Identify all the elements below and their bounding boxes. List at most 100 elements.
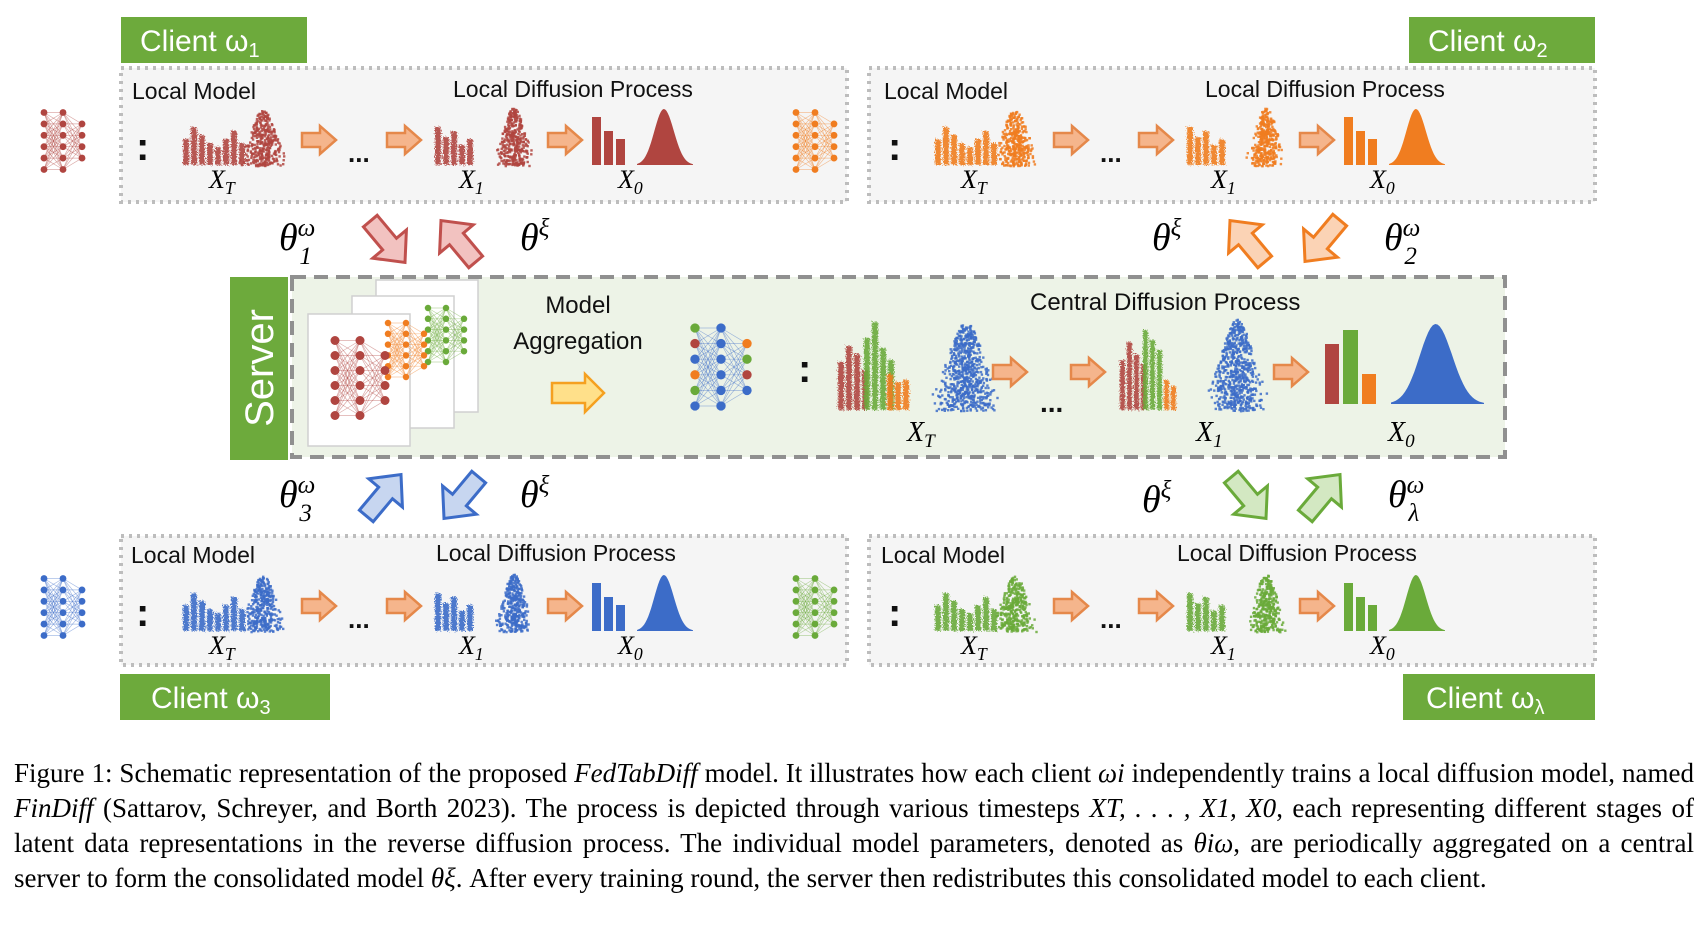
step-arrow — [1137, 589, 1175, 623]
svg-text:Client ω1: Client ω1 — [140, 25, 260, 62]
neural-network-icon — [40, 575, 86, 639]
step-arrow — [385, 123, 423, 157]
bell-curve — [1389, 109, 1445, 165]
noise-cloud — [243, 575, 285, 634]
histogram-bars — [1343, 330, 1358, 404]
arrow-to-client — [1222, 469, 1270, 521]
theta-label-client4: θω λ — [1388, 472, 1424, 527]
step-arrow — [300, 589, 338, 623]
local-process-label-4: Local Diffusion Process — [1177, 540, 1417, 566]
noise-cloud — [1249, 574, 1287, 634]
client-1-label: Client ω1 — [121, 17, 307, 63]
ellipsis: ... — [1100, 604, 1122, 634]
arrow-from-server — [440, 469, 488, 521]
step-arrow — [1272, 355, 1310, 389]
bell-curve — [637, 109, 693, 165]
theta-xi-client4: θξ — [1142, 477, 1172, 521]
noisy-bars — [435, 593, 473, 631]
client-2-panel — [867, 66, 1597, 204]
ellipsis: ... — [1100, 138, 1122, 168]
client-3-label: Client ω3 — [120, 674, 330, 720]
neural-network-icon — [384, 319, 428, 381]
timesteps: XT, . . . , X1, X0 — [1089, 793, 1277, 823]
noisy-bars — [1187, 593, 1225, 631]
local-process-label-3: Local Diffusion Process — [436, 540, 676, 566]
histogram-bars — [1344, 117, 1377, 165]
model-name: FedTabDiff — [574, 758, 698, 788]
noisy-bars — [183, 127, 245, 165]
svg-text:Client ω2: Client ω2 — [1428, 25, 1548, 62]
ellipsis: ... — [1040, 387, 1063, 418]
timestep-label: X1 — [1210, 631, 1236, 664]
histogram-bars — [1362, 374, 1376, 404]
svg-text:Server: Server — [238, 309, 282, 427]
timestep-label: X1 — [1195, 417, 1223, 452]
noisy-bars — [183, 593, 245, 631]
theta-xi-client3: θξ — [520, 472, 550, 516]
local-model-name: FinDiff — [14, 793, 94, 823]
svg-text:Client ω3: Client ω3 — [151, 682, 271, 719]
ellipsis: ... — [348, 604, 370, 634]
histogram-bars — [592, 583, 625, 631]
noise-cloud — [997, 110, 1037, 168]
client-3-panel — [119, 534, 849, 667]
colon: : — [136, 591, 149, 635]
aggregation-label-line1: Model — [545, 292, 610, 319]
svg-text:θξ: θξ — [1152, 215, 1182, 259]
consolidated-symbol: θξ — [430, 863, 456, 893]
colon: : — [136, 125, 149, 169]
timestep-label: XT — [208, 165, 236, 198]
arrow-from-server — [437, 218, 485, 270]
neural-network-icon — [792, 575, 838, 639]
arrow-to-server — [357, 472, 405, 524]
svg-text:Client ωλ: Client ωλ — [1426, 682, 1544, 719]
arrow-to-server — [1301, 212, 1349, 264]
colon: : — [798, 347, 811, 391]
local-process-label-1: Local Diffusion Process — [453, 76, 693, 102]
timestep-label: X0 — [1369, 165, 1395, 198]
histogram-bars — [1344, 583, 1377, 631]
arrow-to-client — [1226, 218, 1274, 270]
histogram-bars — [1325, 344, 1339, 404]
histogram-bars — [592, 117, 625, 165]
figure-caption: Figure 1: Schematic representation of th… — [14, 758, 1695, 893]
svg-text:θξ: θξ — [520, 215, 550, 259]
fedtabdiff-diagram: Client ω1 Client ω2 Client ω3 Client ωλ … — [40, 17, 1597, 720]
figure-label: Figure 1: — [14, 758, 113, 788]
theta-xi-client1: θξ — [520, 215, 550, 259]
noisy-bars — [435, 127, 473, 165]
svg-text:θωλ: θω λ — [1388, 472, 1424, 527]
arrow-to-server — [361, 213, 409, 265]
step-arrow — [385, 589, 423, 623]
neural-network-icon — [40, 109, 86, 173]
bell-curve — [637, 575, 693, 631]
noise-cloud — [495, 573, 530, 634]
step-arrow — [1137, 123, 1175, 157]
step-arrow — [546, 589, 584, 623]
noise-cloud — [994, 575, 1038, 634]
model-card — [307, 313, 411, 447]
noise-cloud — [931, 324, 999, 413]
server-label: Server — [230, 277, 288, 460]
noisy-bars — [1164, 380, 1176, 410]
neural-network-icon — [690, 323, 752, 411]
local-model-label-4: Local Model — [881, 542, 1005, 568]
step-arrow — [1052, 123, 1090, 157]
central-process-label: Central Diffusion Process — [1030, 289, 1300, 316]
neural-network-icon — [424, 304, 468, 366]
timestep-label: X0 — [617, 165, 643, 198]
client-4-panel — [867, 534, 1597, 667]
svg-text:θω1: θω 1 — [279, 215, 315, 270]
timestep-label: XT — [960, 165, 988, 198]
svg-text:θξ: θξ — [520, 472, 550, 516]
noisy-bars — [935, 127, 997, 165]
local-model-label-1: Local Model — [132, 78, 256, 104]
colon: : — [888, 125, 901, 169]
timestep-label: XT — [208, 631, 236, 664]
noisy-bars — [935, 593, 997, 631]
noise-cloud — [1207, 318, 1269, 413]
timestep-label: X1 — [458, 631, 484, 664]
client-symbol: ωi — [1098, 758, 1125, 788]
theta-label-client3: θω 3 — [279, 472, 315, 527]
timestep-label: X1 — [458, 165, 484, 198]
